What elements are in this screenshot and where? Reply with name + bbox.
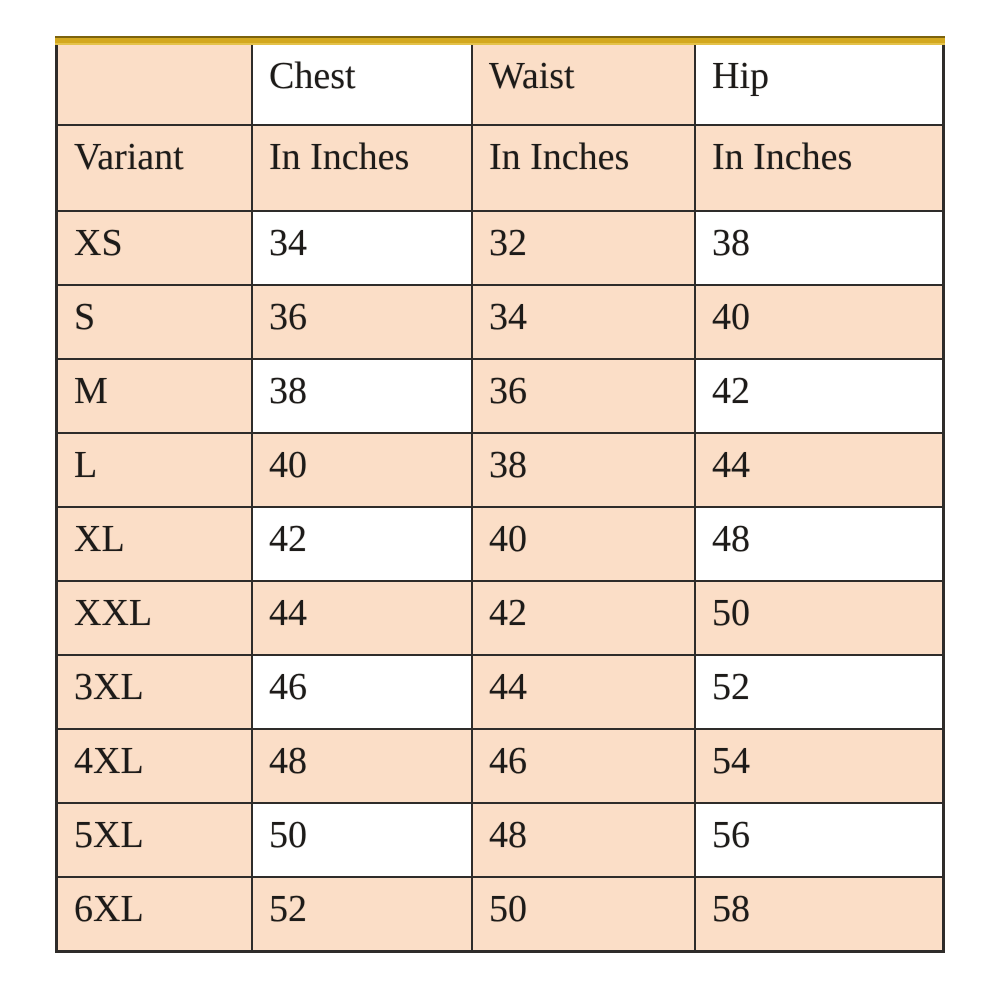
variant-cell: 4XL	[58, 728, 253, 802]
waist-cell: 40	[473, 506, 696, 580]
hip-cell: 54	[696, 728, 942, 802]
variant-cell: XXL	[58, 580, 253, 654]
chest-cell: 36	[253, 284, 473, 358]
variant-cell: M	[58, 358, 253, 432]
variant-cell: L	[58, 432, 253, 506]
chest-cell: 38	[253, 358, 473, 432]
waist-cell: 46	[473, 728, 696, 802]
waist-cell: 34	[473, 284, 696, 358]
waist-cell: 48	[473, 802, 696, 876]
header-cell-hip: Hip	[696, 45, 942, 124]
header-cell-chest: Chest	[253, 45, 473, 124]
variant-cell: 5XL	[58, 802, 253, 876]
variant-cell: S	[58, 284, 253, 358]
chest-cell: 48	[253, 728, 473, 802]
chest-cell: 44	[253, 580, 473, 654]
waist-cell: 44	[473, 654, 696, 728]
variant-cell: XL	[58, 506, 253, 580]
gold-top-border	[55, 36, 945, 45]
waist-cell: 42	[473, 580, 696, 654]
waist-cell: 50	[473, 876, 696, 950]
waist-cell: 32	[473, 210, 696, 284]
variant-cell: 3XL	[58, 654, 253, 728]
hip-cell: 44	[696, 432, 942, 506]
hip-cell: 58	[696, 876, 942, 950]
header-cell-empty	[58, 45, 253, 124]
waist-cell: 38	[473, 432, 696, 506]
header-cell-chest-units: In Inches	[253, 124, 473, 210]
hip-cell: 38	[696, 210, 942, 284]
chest-cell: 42	[253, 506, 473, 580]
hip-cell: 56	[696, 802, 942, 876]
chest-cell: 34	[253, 210, 473, 284]
chest-cell: 50	[253, 802, 473, 876]
chest-cell: 46	[253, 654, 473, 728]
variant-cell: XS	[58, 210, 253, 284]
header-cell-hip-units: In Inches	[696, 124, 942, 210]
hip-cell: 52	[696, 654, 942, 728]
size-chart-grid: Chest Waist Hip Variant In Inches In Inc…	[55, 45, 945, 953]
hip-cell: 48	[696, 506, 942, 580]
size-chart-table: Chest Waist Hip Variant In Inches In Inc…	[55, 36, 945, 953]
hip-cell: 50	[696, 580, 942, 654]
waist-cell: 36	[473, 358, 696, 432]
header-cell-waist-units: In Inches	[473, 124, 696, 210]
hip-cell: 42	[696, 358, 942, 432]
hip-cell: 40	[696, 284, 942, 358]
chest-cell: 52	[253, 876, 473, 950]
variant-cell: 6XL	[58, 876, 253, 950]
header-cell-waist: Waist	[473, 45, 696, 124]
header-cell-variant: Variant	[58, 124, 253, 210]
chest-cell: 40	[253, 432, 473, 506]
